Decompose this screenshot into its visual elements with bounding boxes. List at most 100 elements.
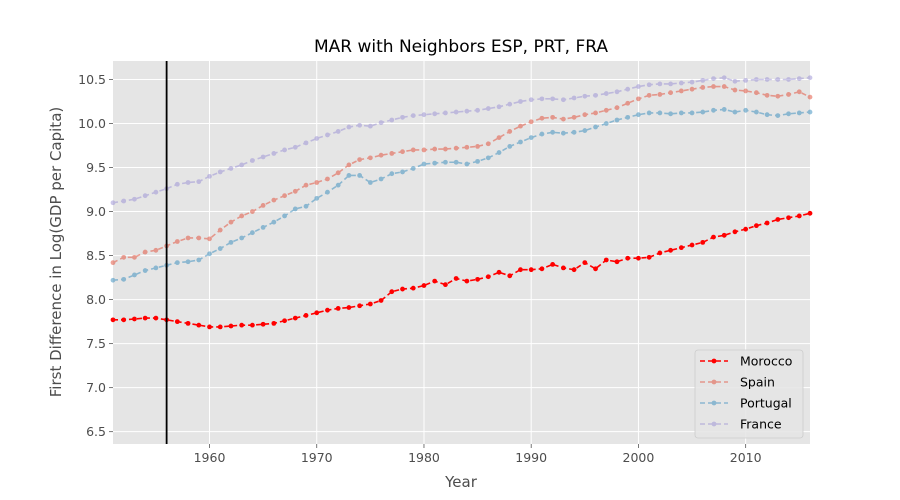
data-point-france [496, 104, 502, 110]
data-point-spain [764, 92, 770, 98]
data-point-spain [528, 119, 534, 125]
y-tick-label: 8.5 [86, 248, 106, 263]
data-point-spain [560, 116, 566, 122]
data-point-spain [357, 157, 363, 163]
data-point-spain [432, 146, 438, 152]
data-point-portugal [475, 158, 480, 164]
data-point-portugal [196, 257, 202, 263]
data-point-portugal [528, 135, 534, 141]
data-point-portugal [335, 182, 341, 188]
data-point-spain [207, 236, 212, 242]
data-point-france [142, 193, 148, 199]
data-point-france [400, 114, 405, 120]
data-point-france [153, 189, 159, 195]
data-point-morocco [260, 321, 266, 327]
data-point-spain [507, 129, 513, 134]
data-point-spain [217, 227, 223, 233]
data-point-portugal [764, 112, 770, 118]
data-point-france [603, 91, 609, 96]
series-layer [110, 75, 813, 330]
data-point-spain [753, 90, 759, 96]
data-point-portugal [743, 107, 749, 113]
data-point-spain [732, 87, 738, 93]
series-morocco [110, 210, 813, 330]
data-point-spain [593, 110, 598, 116]
data-point-portugal [174, 260, 180, 266]
data-point-morocco [121, 317, 127, 323]
legend-swatch-spain [700, 379, 728, 385]
y-tick-label: 7.0 [86, 380, 106, 395]
data-point-spain [582, 112, 588, 118]
data-point-france [464, 108, 470, 114]
data-point-morocco [571, 267, 577, 273]
data-point-portugal [711, 107, 716, 113]
data-point-morocco [668, 247, 673, 253]
data-point-portugal [110, 277, 116, 283]
x-tick-label: 2010 [730, 450, 762, 465]
legend-item-portugal: Portugal [700, 396, 792, 411]
legend-box [694, 349, 804, 439]
data-point-spain [389, 151, 395, 156]
data-point-spain [185, 235, 191, 241]
data-point-morocco [217, 324, 223, 330]
data-point-france [443, 110, 448, 116]
data-point-portugal [560, 130, 566, 136]
data-point-portugal [453, 159, 459, 165]
data-point-morocco [614, 259, 620, 265]
data-point-morocco [518, 267, 523, 273]
data-point-france [786, 77, 791, 82]
data-point-france [271, 151, 277, 156]
data-point-spain [292, 188, 298, 194]
data-point-portugal [721, 107, 727, 112]
plot-area [113, 61, 810, 444]
data-point-portugal [678, 110, 684, 116]
data-point-spain [625, 100, 631, 106]
data-point-spain [325, 176, 330, 182]
data-point-spain [453, 145, 459, 151]
data-point-spain [807, 94, 813, 100]
data-point-morocco [432, 278, 438, 284]
data-point-morocco [796, 213, 802, 219]
data-point-portugal [464, 161, 470, 167]
data-point-france [796, 76, 802, 82]
data-point-france [292, 144, 298, 150]
data-point-spain [700, 85, 706, 90]
data-point-portugal [421, 161, 427, 167]
data-point-morocco [271, 320, 277, 326]
data-point-france [743, 77, 749, 83]
legend-label-morocco: Morocco [740, 354, 792, 369]
data-point-spain [636, 96, 641, 102]
data-point-portugal [260, 225, 266, 230]
data-point-france [646, 82, 652, 88]
data-point-morocco [239, 322, 245, 328]
data-point-portugal [142, 268, 148, 273]
y-tick-label: 10.0 [78, 116, 106, 131]
data-point-morocco [303, 313, 309, 318]
data-point-spain [678, 88, 684, 94]
data-point-morocco [174, 319, 180, 325]
data-point-portugal [593, 124, 598, 130]
data-point-spain [378, 152, 384, 158]
data-point-spain [775, 93, 781, 99]
data-point-france [121, 198, 127, 204]
data-point-spain [174, 239, 180, 244]
data-point-france [678, 80, 684, 86]
data-point-france [207, 173, 212, 179]
data-point-portugal [153, 265, 159, 271]
legend-label-spain: Spain [740, 375, 775, 390]
data-point-spain [110, 260, 116, 266]
data-point-france [378, 120, 384, 126]
data-point-spain [250, 209, 255, 214]
series-france [110, 75, 813, 206]
data-point-spain [153, 247, 159, 253]
data-point-france [325, 132, 330, 138]
data-point-france [228, 166, 234, 171]
data-point-spain [271, 197, 277, 203]
data-point-morocco [346, 305, 352, 310]
legend: Morocco Spain Portugal France [694, 349, 804, 439]
data-point-spain [485, 141, 491, 147]
data-point-spain [400, 149, 405, 155]
x-tick-label: 1990 [515, 450, 547, 465]
legend-swatch-france [700, 421, 728, 427]
data-point-morocco [282, 318, 287, 324]
